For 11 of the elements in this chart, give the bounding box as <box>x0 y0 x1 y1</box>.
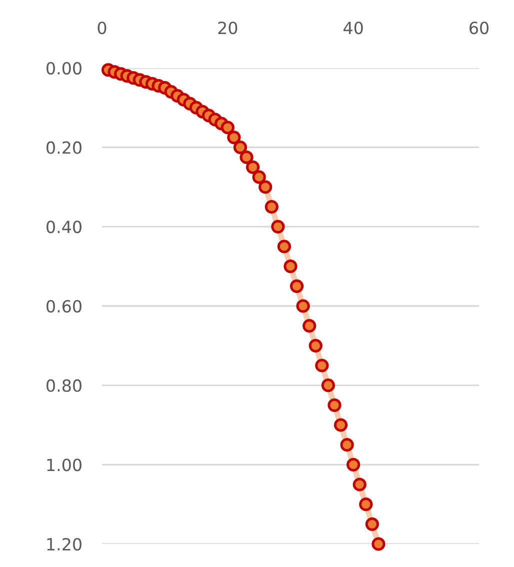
y-tick-label: 1.00 <box>47 458 82 472</box>
x-tick-label: 20 <box>218 22 238 34</box>
x-tick-label: 0 <box>98 22 106 34</box>
y-tick-label: 0.60 <box>46 300 82 313</box>
y-tick-label: 1.20 <box>47 538 82 551</box>
y-tick-label: 0.00 <box>46 62 82 75</box>
x-tick-label: 40 <box>344 22 363 34</box>
x-tick-label: 60 <box>470 22 488 34</box>
y-tick-label: 0.80 <box>46 379 82 392</box>
y-tick-label: 0.40 <box>46 220 82 234</box>
y-tick-label: 0.20 <box>46 141 82 154</box>
